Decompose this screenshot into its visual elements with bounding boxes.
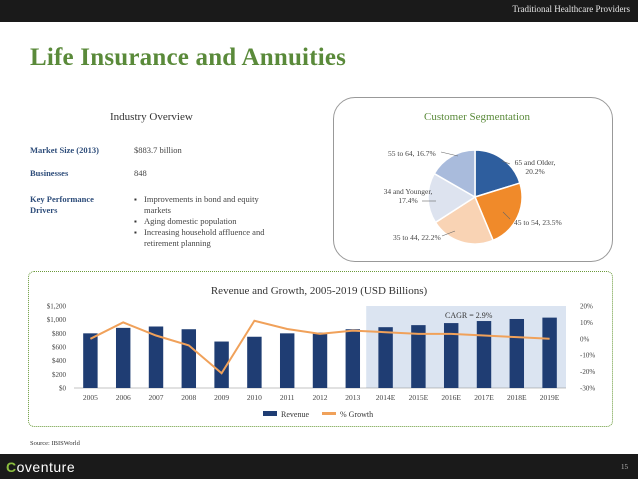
overview-value: 848 — [134, 168, 147, 178]
pie-label-45-54: 45 to 54, 23.5% — [514, 218, 562, 227]
page-number: 15 — [621, 463, 628, 471]
bottom-bar: Coventure 15 — [0, 454, 638, 479]
chart-title: Revenue and Growth, 2005-2019 (USD Billi… — [210, 285, 428, 297]
page-title: Life Insurance and Annuities — [30, 44, 347, 71]
bullet-item: Aging domestic population — [134, 216, 284, 227]
overview-label: Market Size (2013) — [30, 145, 99, 155]
bullet-item: Improvements in bond and equity markets — [134, 194, 284, 216]
overview-label: Businesses — [30, 168, 69, 178]
top-bar: Traditional Healthcare Providers — [0, 0, 638, 22]
coventure-logo: Coventure — [6, 459, 76, 475]
industry-overview-heading: Industry Overview — [110, 111, 193, 123]
pie-label-65-older: 65 and Older, 20.2% — [514, 158, 556, 176]
pie-label-35-44: 35 to 44, 22.2% — [393, 233, 441, 242]
segmentation-heading: Customer Segmentation — [424, 111, 531, 123]
overview-label: Key Performance Drivers — [30, 194, 94, 215]
source-note: Source: IBISWorld — [30, 440, 80, 447]
chart-panel — [28, 271, 613, 427]
bullet-item: Increasing household affluence and retir… — [134, 227, 284, 249]
overview-value: $883.7 billion — [134, 145, 182, 155]
pie-label-34-younger: 34 and Younger, 17.4% — [383, 187, 433, 205]
overview-bullets: Improvements in bond and equity markets … — [134, 194, 284, 249]
pie-label-55-64: 55 to 64, 16.7% — [388, 149, 436, 158]
section-label: Traditional Healthcare Providers — [512, 4, 630, 14]
